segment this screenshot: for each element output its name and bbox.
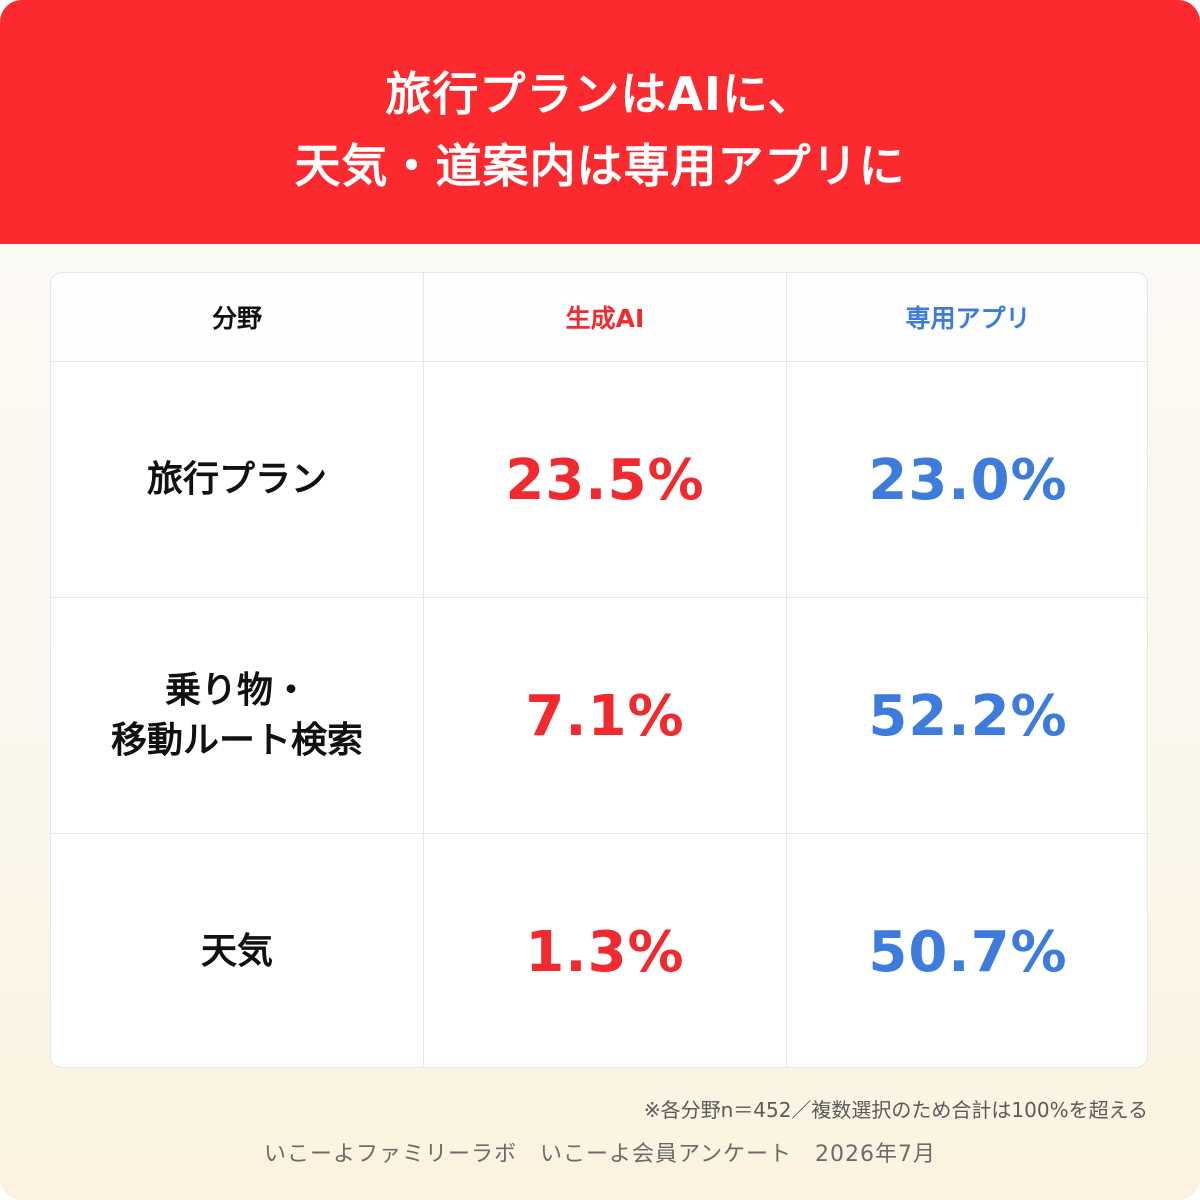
category-label: 天気 (200, 931, 273, 972)
title-line-1: 旅行プランはAIに、 (385, 67, 815, 121)
title-banner: 旅行プランはAIに、 天気・道案内は専用アプリに (0, 0, 1200, 244)
table-row: 乗り物・ 移動ルート検索 7.1% 52.2% (51, 597, 1147, 834)
title-line-2: 天気・道案内は専用アプリに (294, 139, 906, 193)
app-value-cell: 23.0% (786, 362, 1147, 598)
ai-value: 1.3% (525, 919, 685, 985)
ai-value: 7.1% (525, 683, 685, 749)
app-value: 23.0% (868, 447, 1068, 513)
category-label: 旅行プラン (146, 459, 327, 500)
header-app: 専用アプリ (905, 304, 1031, 333)
category-cell: 旅行プラン (51, 362, 423, 598)
category-label-line1: 乗り物・ (164, 670, 309, 711)
header-app-cell: 専用アプリ (786, 273, 1147, 361)
table-row: 旅行プラン 23.5% 23.0% (51, 361, 1147, 598)
header-ai: 生成AI (565, 304, 645, 333)
app-value: 50.7% (868, 919, 1068, 985)
category-cell: 乗り物・ 移動ルート検索 (51, 598, 423, 834)
category-cell: 天気 (51, 834, 423, 1067)
ai-value-cell: 7.1% (423, 598, 786, 834)
header-category: 分野 (211, 304, 262, 333)
sample-size-note: ※各分野n＝452／複数選択のため合計は100%を超える (643, 1098, 1148, 1122)
source-credit: いこーよファミリーラボ いこーよ会員アンケート 2026年7月 (263, 1142, 937, 1167)
header-category-cell: 分野 (51, 273, 423, 361)
category-label-line2: 移動ルート検索 (110, 720, 363, 761)
table-row: 天気 1.3% 50.7% (51, 833, 1147, 1067)
app-value: 52.2% (868, 683, 1068, 749)
table-header-row: 分野 生成AI 専用アプリ (51, 273, 1147, 361)
ai-value: 23.5% (505, 447, 705, 513)
ai-value-cell: 23.5% (423, 362, 786, 598)
comparison-table: 分野 生成AI 専用アプリ 旅行プラン 23.5% 23.0% 乗り物 (50, 272, 1148, 1068)
header-ai-cell: 生成AI (423, 273, 786, 361)
app-value-cell: 50.7% (786, 834, 1147, 1067)
ai-value-cell: 1.3% (423, 834, 786, 1067)
app-value-cell: 52.2% (786, 598, 1147, 834)
